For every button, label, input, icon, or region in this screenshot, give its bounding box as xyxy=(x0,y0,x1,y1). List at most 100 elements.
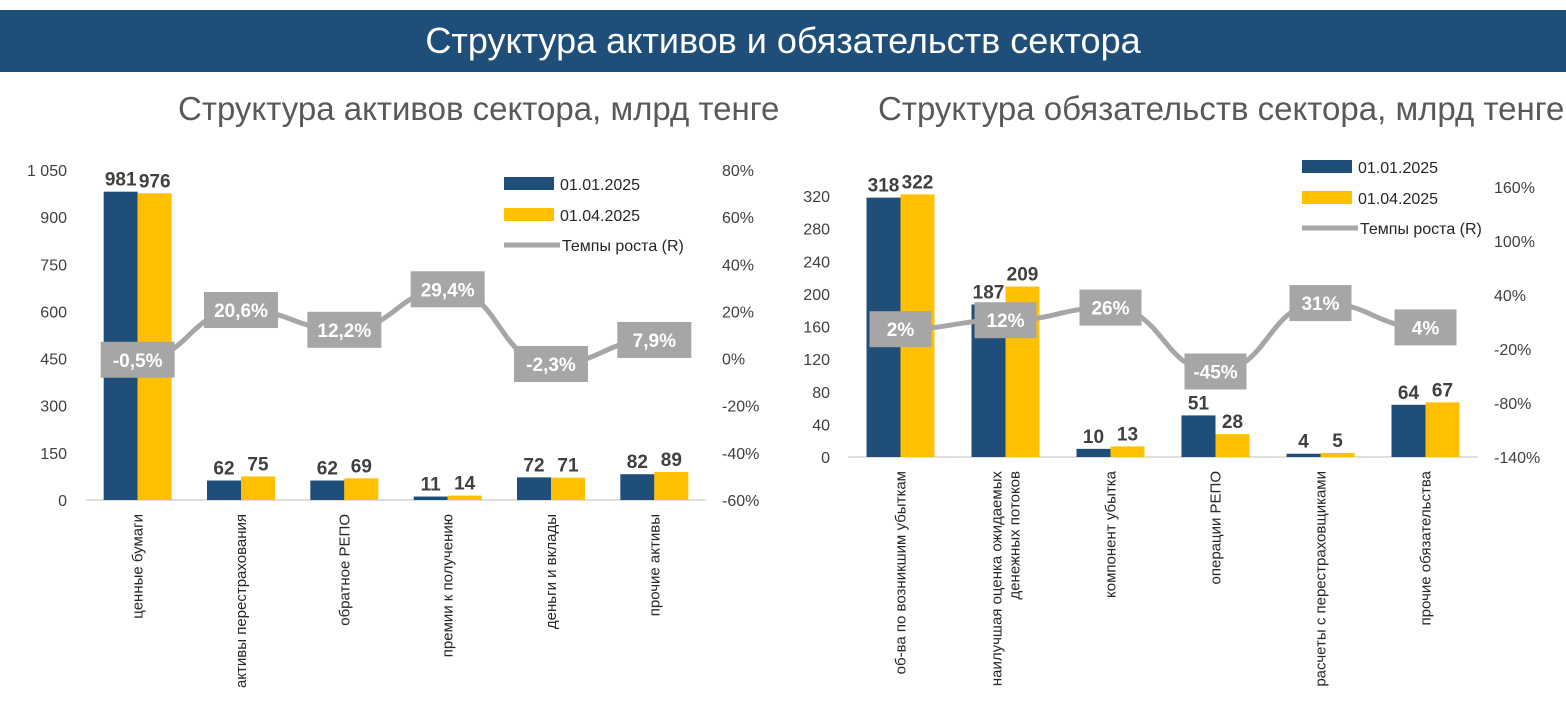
category-label: наилучшая оценка ожидаемых денежных поток… xyxy=(989,471,1024,687)
bar-series1 xyxy=(517,477,551,500)
legend-label-series2: 01.04.2025 xyxy=(1358,191,1438,208)
bar-series2 xyxy=(241,476,275,500)
right-axis-tick: 60% xyxy=(722,210,754,227)
data-label-series1: 981 xyxy=(105,170,137,191)
data-label-series2: 322 xyxy=(902,172,934,193)
data-label-series1: 51 xyxy=(1188,393,1210,414)
bar-series1 xyxy=(207,480,241,500)
right-axis-tick: -80% xyxy=(1494,396,1531,413)
category-label: прочие активы xyxy=(646,514,663,616)
data-label-series1: 72 xyxy=(523,455,544,476)
bar-series2 xyxy=(1110,446,1145,457)
data-label-series2: 67 xyxy=(1432,380,1453,401)
right-axis-tick: 40% xyxy=(1494,288,1526,305)
left-axis-tick: 0 xyxy=(821,450,830,467)
growth-rate-label-box xyxy=(514,345,588,382)
left-axis-tick: 120 xyxy=(803,352,830,369)
left-axis-tick: 240 xyxy=(803,254,830,271)
legend-swatch-series2 xyxy=(1302,191,1352,204)
data-label-series1: 82 xyxy=(627,452,648,473)
growth-rate-label-box xyxy=(1394,309,1457,346)
legend-label-series2: 01.04.2025 xyxy=(560,208,640,225)
growth-rate-label: -45% xyxy=(1193,363,1237,384)
legend-swatch-series2 xyxy=(504,208,554,221)
data-label-series2: 14 xyxy=(454,474,476,495)
growth-rate-label: 12,2% xyxy=(317,321,371,342)
growth-rate-label-box xyxy=(100,341,175,378)
category-label: прочие обязательства xyxy=(1418,470,1435,625)
bar-series2 xyxy=(1425,402,1460,457)
bar-series1 xyxy=(620,474,655,500)
data-label-series1: 4 xyxy=(1298,432,1309,453)
category-label: активы перестрахования xyxy=(233,514,250,688)
left-axis-tick: 280 xyxy=(803,222,830,239)
right-axis-tick: 40% xyxy=(722,257,754,274)
legend-label-rate: Темпы роста (R) xyxy=(1360,221,1482,238)
growth-rate-label: 2% xyxy=(887,320,915,341)
category-label-line: активы перестрахования xyxy=(233,514,250,688)
left-axis-tick: 320 xyxy=(803,189,830,206)
right-axis-tick: 0% xyxy=(722,352,745,369)
growth-rate-label: 29,4% xyxy=(421,280,475,301)
growth-rate-label: 20,6% xyxy=(214,301,268,322)
legend-label-series1: 01.01.2025 xyxy=(560,177,640,194)
bar-series2 xyxy=(344,478,379,500)
data-label-series1: 187 xyxy=(973,282,1005,303)
category-label-line: деньги и вклады xyxy=(543,514,560,629)
growth-rate-label-box xyxy=(307,311,382,348)
growth-rate-label: 26% xyxy=(1091,299,1129,320)
data-label-series2: 69 xyxy=(351,456,372,477)
bar-series1 xyxy=(1391,404,1426,457)
assets-chart-title: Структура активов сектора, млрд тенге xyxy=(178,90,780,127)
growth-rate-label: 31% xyxy=(1301,294,1339,315)
growth-rate-label: -0,5% xyxy=(113,351,163,372)
growth-rate-label: -2,3% xyxy=(526,355,576,376)
category-label: обратное РЕПО xyxy=(336,514,353,626)
growth-rate-label-box xyxy=(1289,285,1352,322)
data-label-series2: 5 xyxy=(1332,431,1343,452)
page-title: Структура активов и обязательств сектора xyxy=(425,20,1141,61)
left-axis-tick: 600 xyxy=(40,304,67,321)
page-banner: Структура активов и обязательств сектора xyxy=(0,10,1566,72)
bar-series1 xyxy=(310,480,345,500)
bar-series2 xyxy=(447,495,482,500)
bar-series2 xyxy=(1215,434,1250,457)
bar-series1 xyxy=(413,496,448,500)
data-label-series2: 75 xyxy=(247,454,269,475)
left-axis-tick: 150 xyxy=(40,446,67,463)
legend-swatch-series1 xyxy=(504,177,554,190)
category-label: деньги и вклады xyxy=(543,514,560,629)
left-axis-tick: 900 xyxy=(40,210,67,227)
category-label-line: обратное РЕПО xyxy=(336,514,353,626)
growth-rate-label-box xyxy=(1184,353,1247,390)
right-axis-tick: 20% xyxy=(722,304,754,321)
left-axis-tick: 200 xyxy=(803,287,830,304)
bar-series1 xyxy=(1286,453,1321,457)
growth-rate-label-box xyxy=(204,292,278,329)
data-label-series1: 11 xyxy=(421,475,442,496)
right-axis-tick: 160% xyxy=(1494,180,1535,197)
assets-chart: 0 150 300 450 600 750 900 1 050 -60% -40% -20% 0% 20… xyxy=(27,163,759,688)
data-label-series2: 28 xyxy=(1222,412,1243,433)
category-label: премии к получению xyxy=(440,514,457,657)
data-label-series2: 89 xyxy=(661,450,682,471)
data-label-series2: 976 xyxy=(139,171,171,192)
right-axis-tick: -140% xyxy=(1494,450,1540,467)
category-label-line: компонент убытка xyxy=(1103,470,1120,598)
right-axis-tick: 100% xyxy=(1494,234,1535,251)
data-label-series2: 71 xyxy=(557,456,579,477)
right-axis-tick: -20% xyxy=(722,399,759,416)
category-label-line: прочие обязательства xyxy=(1418,470,1435,625)
category-label-line: денежных потоков xyxy=(1007,471,1024,600)
left-axis-tick: 450 xyxy=(40,352,67,369)
category-label-line: наилучшая оценка ожидаемых xyxy=(989,471,1006,687)
category-label: компонент убытка xyxy=(1103,470,1120,598)
right-axis-tick: -20% xyxy=(1494,342,1531,359)
left-axis-tick: 1 050 xyxy=(27,163,67,180)
data-label-series1: 62 xyxy=(317,459,338,480)
bar-series2 xyxy=(654,472,689,500)
growth-rate-label-box xyxy=(617,321,692,358)
category-label-line: премии к получению xyxy=(440,514,457,657)
data-label-series1: 318 xyxy=(868,176,900,197)
data-label-series1: 10 xyxy=(1083,427,1104,448)
